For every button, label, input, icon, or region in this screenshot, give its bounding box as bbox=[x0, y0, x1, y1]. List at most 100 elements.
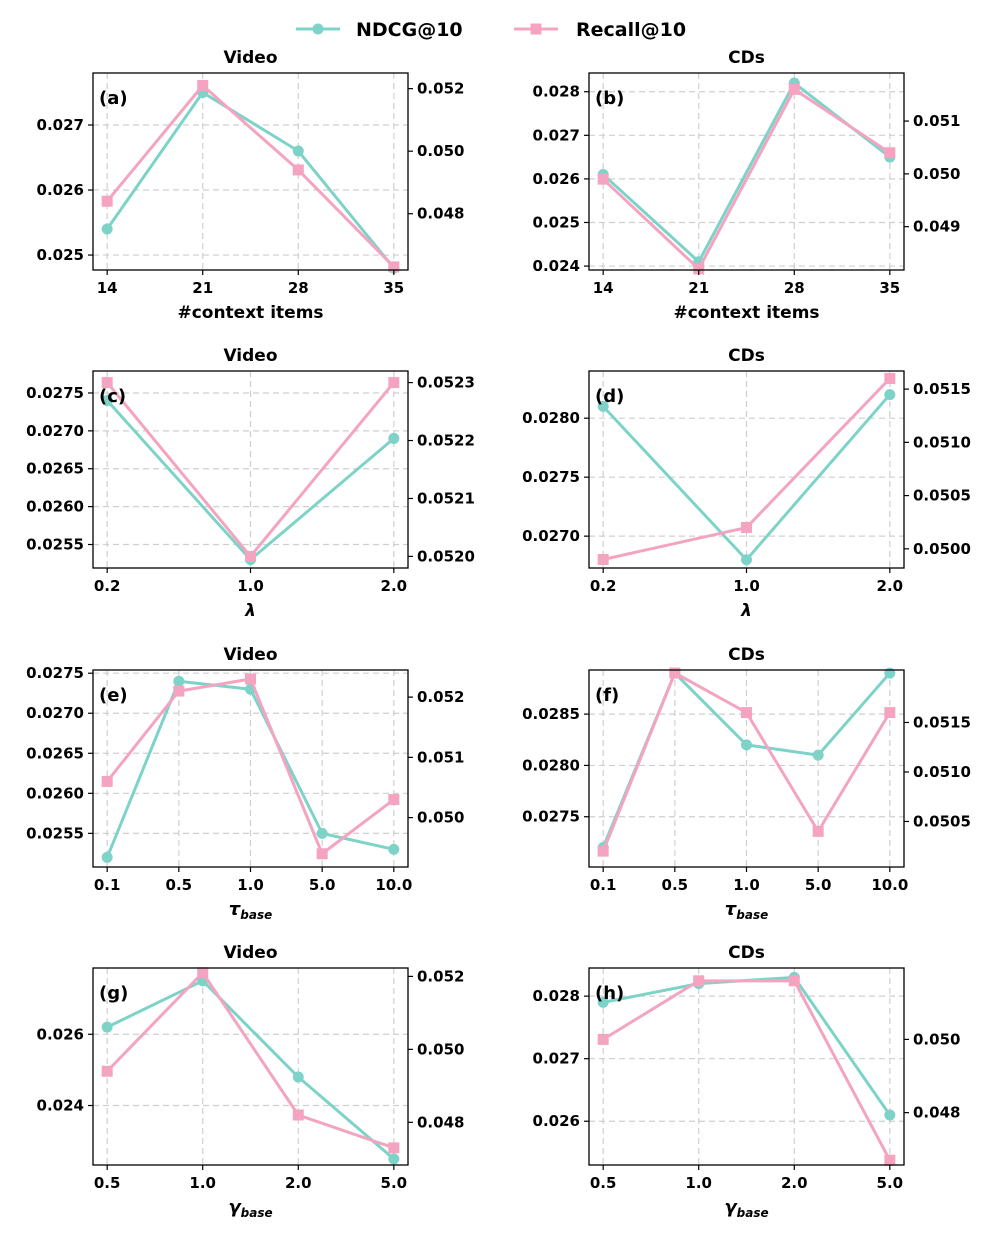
data-point-recall bbox=[812, 825, 824, 837]
panel-e: 0.0255 0.0260 0.0265 0.0270 0.0275 0.050 0.051… bbox=[26, 645, 464, 922]
x-axis-symbol: γ bbox=[228, 1197, 242, 1218]
data-point-recall bbox=[173, 685, 185, 697]
y-tick-label-left: 0.028 bbox=[533, 83, 580, 101]
y-tick-label-left: 0.0270 bbox=[26, 422, 84, 440]
data-point-recall bbox=[101, 195, 113, 207]
x-tick-label: 0.2 bbox=[94, 577, 121, 595]
y-tick-label-right: 0.0521 bbox=[417, 489, 475, 507]
data-point-ndcg bbox=[101, 395, 113, 407]
data-point-recall bbox=[788, 975, 800, 987]
x-tick-label: 28 bbox=[288, 279, 309, 297]
y-tick-label-left: 0.024 bbox=[37, 1097, 84, 1115]
panel-title: CDs bbox=[728, 943, 765, 963]
x-tick-label: 21 bbox=[192, 279, 213, 297]
y-tick-label-right: 0.052 bbox=[417, 80, 464, 98]
x-axis-label: λ bbox=[244, 601, 256, 621]
x-tick-label: 28 bbox=[784, 279, 805, 297]
y-tick-label-left: 0.025 bbox=[37, 246, 84, 264]
y-tick-label-left: 0.0275 bbox=[522, 808, 580, 826]
y-tick-label-left: 0.0255 bbox=[26, 536, 84, 554]
y-tick-label-left: 0.0260 bbox=[26, 784, 84, 802]
y-tick-label-right: 0.050 bbox=[417, 142, 464, 160]
panel-h: 0.026 0.027 0.028 0.048 0.050 0.5 1.0 2.0 5.0 CDs… bbox=[533, 943, 961, 1220]
panel-label: (d) bbox=[595, 386, 624, 407]
x-tick-label: 35 bbox=[879, 279, 900, 297]
data-point-ndcg bbox=[292, 1071, 304, 1083]
y-tick-label-left: 0.027 bbox=[533, 1050, 580, 1068]
y-tick-label-left: 0.0270 bbox=[26, 704, 84, 722]
series-line-ndcg bbox=[602, 81, 891, 264]
x-tick-label: 10.0 bbox=[871, 876, 908, 894]
y-tick-label-right: 0.0505 bbox=[913, 812, 971, 830]
y-tick-label-right: 0.052 bbox=[417, 688, 464, 706]
data-point-recall bbox=[597, 845, 609, 857]
data-point-recall bbox=[388, 1142, 400, 1154]
data-point-ndcg bbox=[388, 843, 400, 855]
panel-title: Video bbox=[223, 48, 277, 68]
x-tick-label: 1.0 bbox=[237, 577, 264, 595]
y-tick-label-right: 0.052 bbox=[417, 967, 464, 985]
y-tick-label-left: 0.027 bbox=[37, 116, 84, 134]
panel-g: 0.024 0.026 0.048 0.050 0.052 0.5 1.0 2.0 5.0 Vid… bbox=[37, 943, 465, 1220]
y-tick-label-right: 0.0515 bbox=[913, 380, 971, 398]
x-axis-subscript: base bbox=[736, 908, 768, 922]
plot-frame bbox=[588, 72, 905, 271]
x-tick-label: 2.0 bbox=[781, 1174, 808, 1192]
x-axis-symbol: τ bbox=[725, 899, 737, 920]
panel-label: (g) bbox=[99, 983, 128, 1004]
x-tick-label: 2.0 bbox=[877, 577, 904, 595]
y-tick-label-right: 0.0520 bbox=[417, 547, 475, 565]
plot-frame bbox=[588, 967, 905, 1166]
panel-title: CDs bbox=[728, 48, 765, 68]
series-line-ndcg bbox=[602, 975, 892, 1116]
x-tick-label: 1.0 bbox=[237, 876, 264, 894]
series-line-recall bbox=[106, 971, 395, 1150]
y-tick-label-left: 0.0265 bbox=[26, 460, 84, 478]
plot-frame bbox=[92, 967, 409, 1166]
panel-d: 0.0270 0.0275 0.0280 0.0500 0.0505 0.0510 0.05… bbox=[522, 346, 971, 621]
legend-recall-label: Recall@10 bbox=[576, 19, 686, 41]
x-tick-label: 5.0 bbox=[381, 1174, 408, 1192]
data-point-recall bbox=[101, 1065, 113, 1077]
data-point-recall bbox=[693, 263, 705, 275]
data-point-ndcg bbox=[101, 223, 113, 235]
x-tick-label: 0.2 bbox=[590, 577, 617, 595]
panel-label: (b) bbox=[595, 88, 624, 109]
y-tick-label-right: 0.0510 bbox=[913, 433, 971, 451]
data-point-recall bbox=[669, 667, 681, 679]
y-tick-label-right: 0.048 bbox=[417, 1113, 464, 1131]
data-point-recall bbox=[197, 80, 209, 92]
data-point-recall bbox=[597, 1033, 609, 1045]
y-tick-label-left: 0.0280 bbox=[522, 756, 580, 774]
x-tick-label: 5.0 bbox=[309, 876, 336, 894]
data-point-recall bbox=[197, 967, 209, 979]
x-tick-label: 0.5 bbox=[166, 876, 193, 894]
plot-frame bbox=[92, 72, 409, 271]
series-line-ndcg bbox=[106, 979, 395, 1161]
data-point-recall bbox=[884, 372, 896, 384]
plot-frame bbox=[92, 669, 409, 868]
x-tick-label: 1.0 bbox=[733, 876, 760, 894]
series-line-recall bbox=[106, 381, 395, 558]
data-point-ndcg bbox=[812, 749, 824, 761]
data-point-ndcg bbox=[884, 389, 896, 401]
y-tick-label-right: 0.0515 bbox=[913, 713, 971, 731]
y-tick-label-left: 0.0265 bbox=[26, 744, 84, 762]
data-point-ndcg bbox=[388, 432, 400, 444]
y-tick-label-right: 0.048 bbox=[417, 205, 464, 223]
data-point-recall bbox=[292, 1109, 304, 1121]
panel-label: (e) bbox=[99, 685, 128, 706]
x-axis-label: γbase bbox=[724, 1197, 768, 1220]
x-axis-symbol: τ bbox=[229, 899, 241, 920]
panel-label: (c) bbox=[99, 386, 126, 407]
x-axis-subscript: base bbox=[240, 908, 272, 922]
plot-frame bbox=[92, 370, 409, 569]
y-tick-label-left: 0.0260 bbox=[26, 498, 84, 516]
y-tick-label-left: 0.026 bbox=[37, 1025, 84, 1043]
panel-title: Video bbox=[223, 943, 277, 963]
y-tick-label-right: 0.0505 bbox=[913, 487, 971, 505]
y-tick-label-left: 0.027 bbox=[533, 126, 580, 144]
data-point-ndcg bbox=[884, 667, 896, 679]
panel-title: Video bbox=[223, 645, 277, 665]
